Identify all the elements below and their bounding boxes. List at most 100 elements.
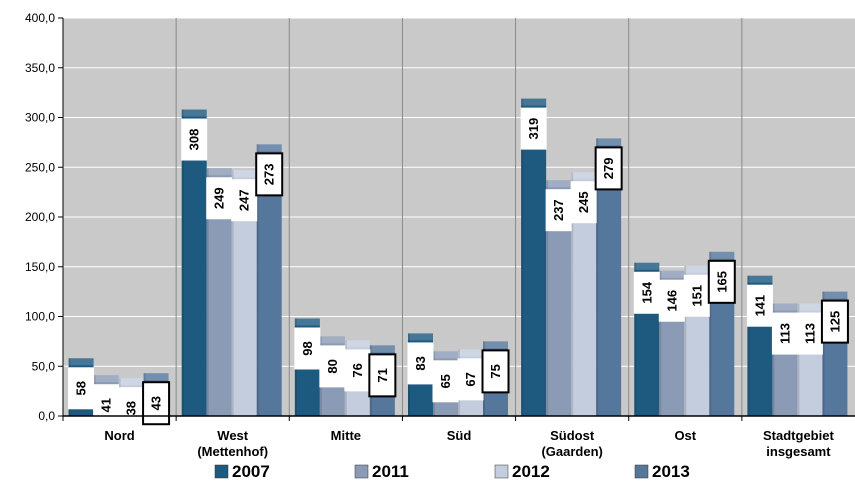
- data-label-box: [93, 384, 120, 427]
- data-label-2013: 125: [820, 299, 849, 344]
- data-label-box: [683, 274, 710, 317]
- data-label-2013: 279: [594, 146, 623, 191]
- y-tick-label: 250,0: [25, 160, 55, 174]
- data-label-box: [481, 349, 510, 394]
- bar-edge: [521, 98, 524, 416]
- data-label-text: 273: [262, 164, 277, 186]
- data-label-text: 76: [350, 363, 365, 377]
- bar-highlight: [596, 138, 622, 146]
- legend-label-2011: 2011: [372, 462, 409, 481]
- data-label-box: [407, 342, 434, 385]
- bar-edge: [747, 275, 750, 416]
- data-label-box: [820, 299, 849, 344]
- data-label-box: [633, 271, 660, 314]
- data-label-text: 41: [99, 398, 114, 412]
- data-label-2011: 113: [771, 312, 798, 355]
- bar-highlight: [747, 275, 773, 283]
- bar-highlight: [143, 373, 169, 381]
- bar-highlight: [319, 336, 345, 344]
- data-label-2012: 38: [118, 387, 145, 430]
- bar-highlight: [634, 262, 660, 270]
- data-label-2012: 113: [796, 312, 823, 355]
- data-label-box: [707, 259, 736, 304]
- data-label-2007: 58: [68, 367, 95, 410]
- legend-label-2013: 2013: [652, 462, 690, 481]
- data-label-2013: 71: [368, 353, 397, 398]
- data-label-2012: 67: [457, 358, 484, 401]
- data-label-2011: 249: [206, 177, 233, 220]
- data-label-box: [344, 349, 371, 392]
- data-label-text: 113: [802, 323, 817, 344]
- legend-swatch-2013: [634, 464, 649, 479]
- data-label-2013: 43: [142, 381, 171, 426]
- data-label-box: [594, 146, 623, 191]
- bar-edge: [181, 109, 184, 416]
- bar-edge: [596, 138, 599, 416]
- y-tick-label: 150,0: [25, 260, 55, 274]
- legend-label-2012: 2012: [512, 462, 550, 481]
- bar-highlight: [294, 318, 320, 326]
- data-label-text: 247: [237, 189, 252, 211]
- bar-highlight: [546, 180, 572, 188]
- data-label-2011: 80: [319, 345, 346, 388]
- bar-highlight: [433, 351, 458, 359]
- data-label-box: [771, 312, 798, 355]
- data-label-box: [368, 353, 397, 398]
- bar-edge: [256, 144, 259, 417]
- bar-highlight: [709, 251, 735, 259]
- data-label-text: 308: [187, 129, 202, 151]
- data-label-box: [231, 179, 258, 222]
- data-label-text: 98: [300, 341, 315, 355]
- bar-highlight: [231, 170, 257, 178]
- data-label-text: 141: [752, 295, 767, 317]
- data-label-box: [796, 312, 823, 355]
- data-label-text: 125: [827, 311, 842, 333]
- data-label-2011: 237: [545, 189, 572, 232]
- bar-edge: [659, 270, 662, 416]
- x-category-label: Nord: [104, 428, 134, 443]
- legend-swatch-2012: [494, 464, 509, 479]
- legend-label-2007: 2007: [232, 462, 270, 481]
- data-label-2011: 146: [658, 279, 685, 322]
- data-label-text: 279: [601, 158, 616, 180]
- y-tick-label: 300,0: [25, 111, 55, 125]
- data-label-2013: 75: [481, 349, 510, 394]
- data-label-2007: 308: [181, 118, 208, 161]
- bar-edge: [709, 251, 712, 416]
- data-label-text: 71: [375, 368, 390, 382]
- data-label-2013: 165: [707, 259, 736, 304]
- data-label-box: [545, 189, 572, 232]
- data-label-box: [118, 387, 145, 430]
- bar-edge: [634, 262, 637, 416]
- bar-highlight: [118, 378, 144, 386]
- data-label-text: 165: [714, 271, 729, 293]
- bar-highlight: [797, 303, 823, 311]
- data-label-2011: 41: [93, 384, 120, 427]
- data-label-2007: 98: [294, 327, 321, 370]
- data-label-2013: 273: [255, 152, 284, 197]
- bar-edge: [772, 303, 775, 416]
- data-label-box: [319, 345, 346, 388]
- bar-highlight: [772, 303, 798, 311]
- y-tick-label: 0,0: [38, 409, 55, 423]
- x-category-label: Ost: [674, 428, 696, 443]
- bar-2007: [521, 98, 547, 416]
- data-label-box: [68, 367, 95, 410]
- data-label-box: [570, 181, 597, 224]
- data-label-text: 319: [526, 118, 541, 140]
- axes: 0,0 50,0 100,0 150,0 200,0 250,0 300,0 350,0 400…: [25, 11, 855, 459]
- legend-swatch-2007: [214, 464, 229, 479]
- data-label-text: 245: [576, 191, 591, 213]
- x-category-label: Süd: [447, 428, 472, 443]
- data-label-box: [142, 381, 171, 426]
- x-category-label: West: [217, 428, 248, 443]
- y-tick-label: 400,0: [25, 11, 55, 25]
- data-label-box: [255, 152, 284, 197]
- bar-edge: [684, 265, 687, 416]
- data-label-2007: 83: [407, 342, 434, 385]
- data-label-text: 65: [438, 374, 453, 388]
- data-labels: 58 41 38 43 308 249 247 273 98 80 76 71 83 65 67 75 319 2…: [68, 107, 849, 430]
- data-label-text: 146: [664, 290, 679, 312]
- data-label-box: [432, 360, 459, 403]
